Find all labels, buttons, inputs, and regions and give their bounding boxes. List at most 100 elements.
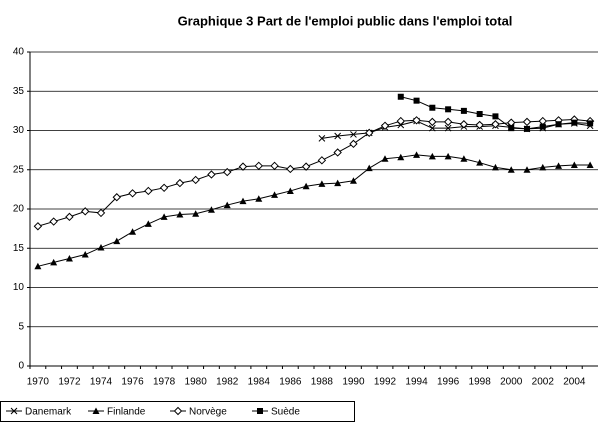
marker: [257, 408, 263, 414]
series-line: [321, 120, 591, 139]
marker: [522, 117, 532, 127]
marker: [571, 119, 578, 126]
marker: [97, 243, 105, 251]
marker: [255, 195, 263, 202]
legend-label: Danemark: [25, 407, 72, 418]
marker: [491, 120, 500, 129]
marker: [81, 251, 89, 258]
x-tick-label: 1984: [248, 377, 271, 388]
marker: [129, 228, 137, 235]
marker: [271, 191, 279, 198]
marker: [555, 121, 562, 128]
chart-title: Graphique 3 Part de l'emploi public dans…: [178, 13, 513, 28]
x-tick-label: 1992: [374, 377, 397, 388]
marker: [365, 128, 374, 138]
marker: [301, 162, 311, 171]
marker: [333, 148, 342, 157]
marker: [270, 161, 279, 171]
x-tick-label: 2000: [500, 377, 523, 388]
marker: [92, 407, 100, 414]
x-tick-label: 1982: [216, 377, 239, 388]
marker: [396, 116, 405, 126]
x-tick-label: 2004: [563, 377, 586, 388]
marker: [507, 166, 515, 173]
marker: [160, 213, 168, 220]
marker: [33, 222, 43, 231]
marker: [413, 151, 421, 158]
marker: [317, 156, 327, 165]
marker: [460, 107, 467, 114]
marker: [459, 120, 469, 129]
marker: [350, 131, 357, 138]
marker: [445, 106, 452, 113]
marker: [34, 262, 42, 270]
marker: [412, 116, 421, 125]
marker: [428, 152, 436, 160]
x-tick-label: 1980: [185, 377, 208, 388]
y-tick-label: 25: [13, 164, 25, 175]
x-tick-label: 1990: [342, 377, 365, 388]
marker: [524, 125, 530, 132]
marker: [539, 163, 547, 171]
x-tick-label: 1978: [153, 377, 176, 388]
marker: [286, 187, 294, 194]
marker: [49, 217, 58, 226]
x-tick-label: 1986: [279, 377, 302, 388]
x-tick-label: 1974: [90, 377, 113, 388]
marker: [192, 210, 200, 217]
marker: [365, 164, 373, 172]
x-tick-label: 1972: [58, 377, 81, 388]
marker: [286, 164, 295, 174]
marker: [555, 162, 563, 169]
marker: [223, 167, 232, 177]
marker: [207, 206, 215, 213]
marker: [443, 117, 453, 127]
y-tick-label: 30: [13, 125, 25, 136]
marker: [50, 258, 58, 266]
marker: [475, 120, 484, 130]
marker: [318, 180, 326, 187]
marker: [428, 124, 436, 132]
marker: [238, 162, 248, 171]
y-tick-label: 35: [13, 86, 25, 97]
marker: [65, 212, 74, 222]
marker: [113, 237, 121, 245]
x-tick-label: 1994: [405, 377, 428, 388]
marker: [10, 407, 18, 415]
marker: [444, 124, 452, 132]
marker: [349, 177, 357, 184]
marker: [254, 161, 263, 171]
series-line: [37, 119, 591, 227]
marker: [508, 125, 515, 132]
marker: [334, 179, 342, 187]
y-tick-label: 20: [13, 204, 25, 215]
marker: [492, 113, 499, 120]
marker: [112, 193, 121, 202]
marker: [429, 104, 436, 111]
marker: [128, 189, 137, 198]
marker: [380, 121, 390, 130]
marker: [144, 220, 152, 227]
marker: [397, 153, 405, 161]
y-tick-label: 15: [13, 243, 25, 254]
marker: [428, 117, 437, 127]
marker: [538, 116, 547, 126]
legend-label: Suède: [271, 407, 300, 418]
marker: [223, 201, 231, 209]
series-line: [37, 154, 591, 267]
y-tick-label: 5: [18, 321, 24, 332]
legend-label: Norvège: [189, 407, 227, 418]
marker: [159, 183, 169, 193]
marker: [570, 161, 578, 169]
marker: [96, 208, 106, 218]
marker: [207, 170, 216, 179]
marker: [523, 166, 531, 173]
marker: [444, 152, 452, 160]
marker: [239, 197, 247, 205]
x-tick-label: 2002: [532, 377, 555, 388]
marker: [175, 178, 185, 188]
legend-label: Finlande: [107, 407, 146, 418]
marker: [476, 159, 484, 166]
marker: [491, 163, 499, 171]
marker: [460, 155, 468, 162]
